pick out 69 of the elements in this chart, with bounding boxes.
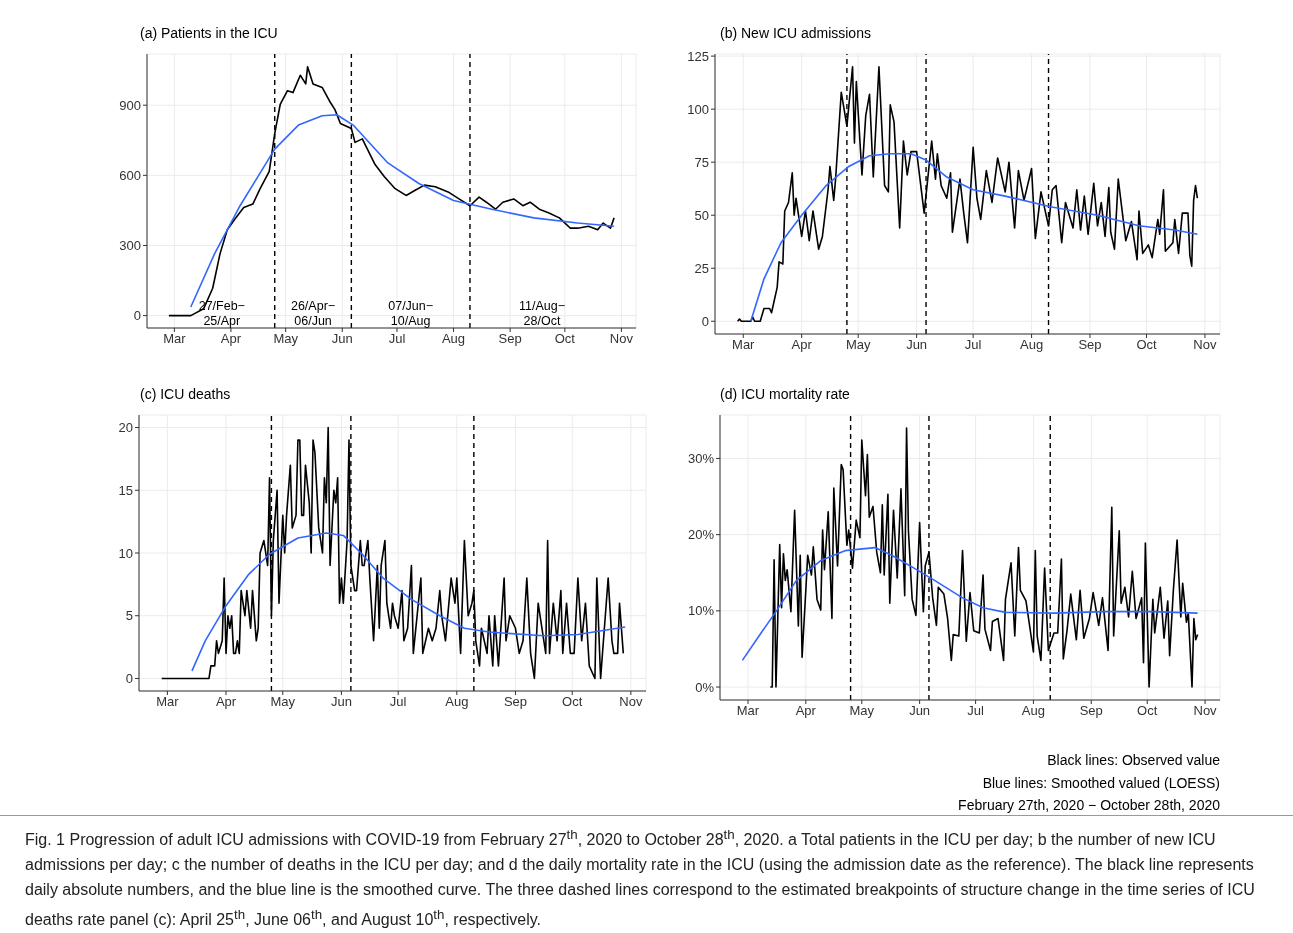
y-tick-label: 0%	[695, 679, 715, 695]
y-tick-label: 25	[694, 260, 709, 276]
x-tick-label: Aug	[441, 331, 466, 347]
x-tick-label: Jun	[330, 694, 352, 710]
y-tick-label: 600	[119, 167, 141, 183]
chart-title: (b) New ICU admissions	[719, 24, 872, 43]
x-tick-label: Jun	[331, 331, 353, 347]
x-tick-label: Apr	[220, 331, 242, 347]
x-tick-label: Aug	[1021, 703, 1045, 719]
x-tick-label: Sep	[498, 331, 522, 347]
x-tick-label: Jul	[388, 331, 406, 347]
x-tick-label: Sep	[1078, 337, 1102, 353]
x-tick-label: May	[849, 703, 875, 719]
x-tick-label: May	[270, 694, 296, 710]
text: Blue lines: Smoothed valued (LOESS)	[981, 773, 1220, 793]
x-tick-label: Oct	[1137, 703, 1158, 719]
x-tick-label: Mar	[156, 694, 180, 710]
y-tick-label: 15	[118, 482, 133, 498]
x-tick-label: Jun	[906, 337, 928, 353]
y-tick-label: 30%	[687, 451, 715, 467]
text: Black lines: Observed value	[1046, 751, 1220, 770]
x-tick-label: Aug	[445, 694, 469, 710]
y-tick-label: 75	[694, 154, 709, 170]
text: Fig. 1 Progression of adult ICU admissions with COVID-19 from February 27$^{th}$, 2020 to October 28$^{th}$, 2020. a Total patients in the ICU per day; b the number of new ICU admissions per day; c the number of deaths in the ICU per day; and d the daily mortality rate in the ICU (using the admission date as the reference). The black line represents daily absolute numbers, and the blue line is the smoothed curve. The three dashed lines correspond to the estimated breakpoints of structure change in the time series of ICU deaths rate panel (c): April 25$^{th}$, June 06$^{th}$, and August 10$^{th}$, respectively.	[25, 827, 1255, 929]
x-tick-label: May	[273, 331, 299, 347]
x-tick-label: Oct	[554, 331, 576, 347]
line-series	[191, 532, 626, 672]
y-tick-label: 125	[687, 48, 709, 64]
x-tick-label: Jul	[964, 337, 982, 353]
x-tick-label: Nov	[1193, 703, 1218, 719]
annotation: 11/Aug− 28/Oct	[519, 299, 566, 329]
y-tick-label: 20	[118, 420, 133, 436]
x-tick-label: Mar	[163, 331, 187, 347]
y-tick-label: 0	[133, 308, 141, 324]
chart-title: (a) Patients in the ICU	[139, 24, 279, 43]
x-tick-label: Oct	[1136, 337, 1158, 353]
line-series	[750, 152, 1199, 323]
x-tick-label: Apr	[795, 703, 817, 719]
y-tick-label: 20%	[687, 527, 715, 543]
line-series	[741, 546, 1199, 662]
y-tick-label: 50	[694, 207, 709, 223]
chart-title: (d) ICU mortality rate	[719, 385, 851, 404]
x-tick-label: Apr	[791, 337, 813, 353]
x-tick-label: Sep	[503, 694, 528, 710]
x-tick-label: May	[845, 337, 871, 353]
x-tick-label: Oct	[562, 694, 583, 710]
x-tick-label: Mar	[736, 703, 760, 719]
x-tick-label: Sep	[1079, 703, 1103, 719]
y-tick-label: 900	[119, 97, 141, 113]
x-tick-label: Nov	[619, 694, 643, 710]
text: February 27th, 2020 − October 28th, 2020	[958, 796, 1220, 815]
annotation: 07/Jun− 10/Aug	[388, 299, 434, 329]
y-tick-label: 100	[687, 101, 709, 117]
x-tick-label: Jul	[967, 703, 985, 719]
y-tick-label: 5	[125, 608, 133, 624]
y-tick-label: 10	[118, 545, 133, 561]
x-tick-label: Nov	[609, 331, 634, 347]
y-tick-label: 0	[701, 313, 709, 329]
y-tick-label: 10%	[687, 603, 715, 619]
annotation: 26/Apr− 06/Jun	[290, 299, 336, 329]
x-tick-label: Aug	[1020, 337, 1044, 353]
x-tick-label: Apr	[215, 694, 237, 710]
chart-title: (c) ICU deaths	[139, 385, 232, 404]
x-tick-label: Jun	[909, 703, 931, 719]
x-tick-label: Mar	[732, 337, 756, 353]
x-tick-label: Jul	[389, 694, 407, 710]
y-tick-label: 300	[119, 238, 141, 254]
x-tick-label: Nov	[1193, 337, 1217, 353]
y-tick-label: 0	[125, 671, 133, 687]
